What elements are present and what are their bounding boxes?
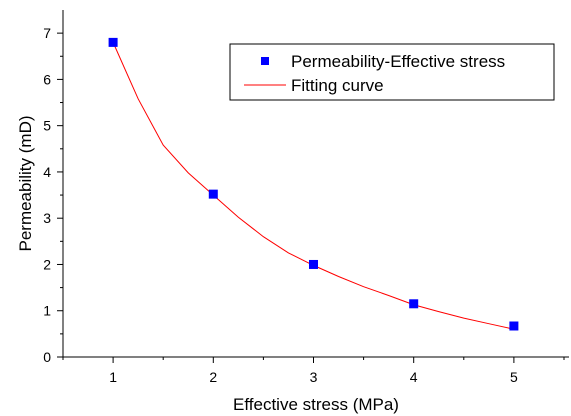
y-tick-label: 1 — [43, 303, 51, 319]
data-point — [108, 37, 118, 47]
legend-marker-square — [261, 57, 269, 65]
legend-label-permeability: Permeability-Effective stress — [291, 52, 505, 71]
y-tick-label: 2 — [43, 256, 51, 272]
y-tick-label: 4 — [43, 164, 51, 180]
x-tick-label: 5 — [510, 369, 518, 385]
y-tick-label: 7 — [43, 25, 51, 41]
y-tick-label: 5 — [43, 118, 51, 134]
data-point — [208, 189, 218, 199]
y-tick-label: 0 — [43, 349, 51, 365]
x-tick-label: 3 — [310, 369, 318, 385]
legend-box — [229, 43, 555, 101]
y-tick-label: 3 — [43, 210, 51, 226]
plot-area — [108, 37, 519, 331]
y-axis-label: Permeability (mD) — [16, 115, 35, 251]
legend-label-fitting-curve: Fitting curve — [291, 76, 384, 95]
data-point — [409, 299, 419, 309]
x-axis-label: Effective stress (MPa) — [233, 395, 399, 414]
ticks: 0 1 2 3 4 5 6 7 1 2 3 4 5 — [43, 25, 565, 385]
x-tick-label: 4 — [410, 369, 418, 385]
y-tick-label: 6 — [43, 71, 51, 87]
x-tick-label: 1 — [109, 369, 117, 385]
data-point — [308, 259, 318, 269]
legend: Permeability-Effective stress Fitting cu… — [229, 43, 555, 101]
axes — [62, 10, 569, 358]
data-point — [509, 321, 519, 331]
x-tick-label: 2 — [209, 369, 217, 385]
